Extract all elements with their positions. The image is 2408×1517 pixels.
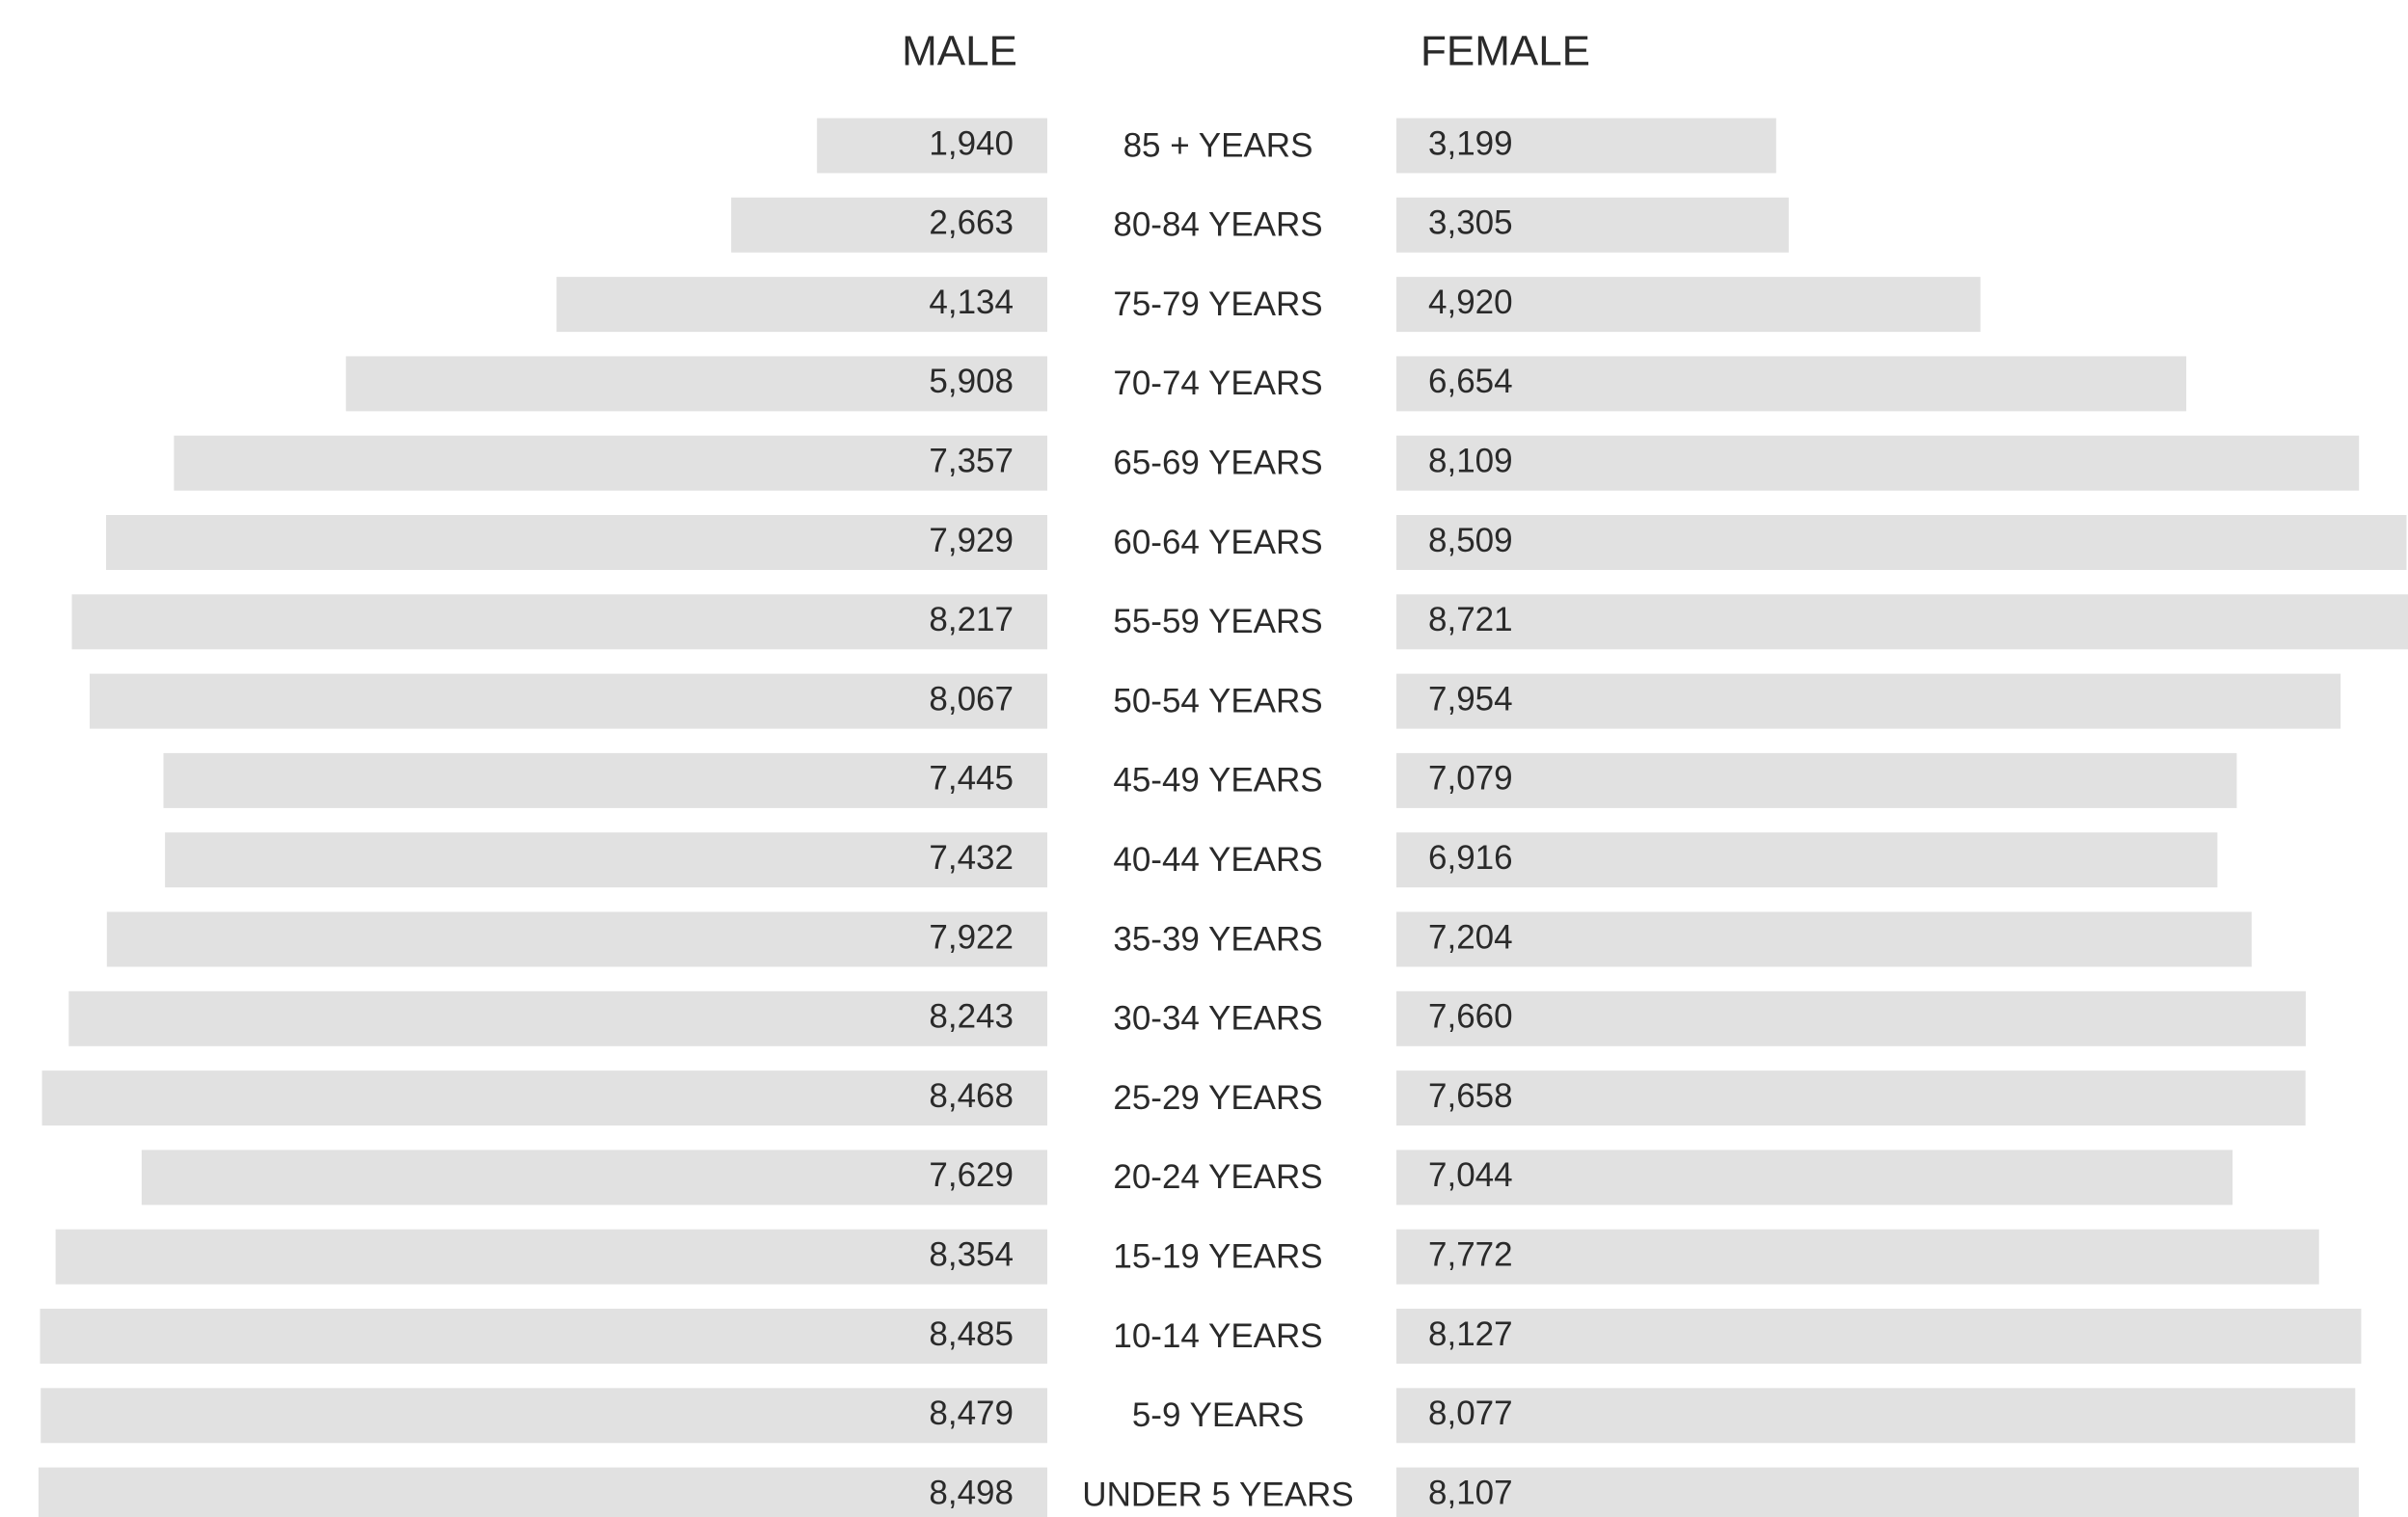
age-label: 65-69 YEARS: [1113, 444, 1322, 481]
age-label: 70-74 YEARS: [1113, 365, 1322, 402]
male-bar: [141, 1150, 1047, 1205]
value-label: 8,509: [1428, 522, 1513, 559]
value-label: 7,079: [1428, 760, 1513, 798]
female-bar: [1396, 1309, 2362, 1364]
female-bar: [1396, 435, 2360, 491]
female-bar: [1396, 277, 1981, 333]
male-bar: [556, 277, 1047, 333]
female-bar: [1396, 1388, 2356, 1444]
female-bar: [1396, 1467, 2359, 1517]
male-header: MALE: [902, 28, 1017, 75]
age-label: 30-34 YEARS: [1113, 1000, 1322, 1038]
value-label: 3,305: [1428, 204, 1513, 242]
age-label: 85 + YEARS: [1123, 126, 1313, 164]
female-bar: [1396, 832, 2218, 888]
value-label: 5,908: [929, 363, 1014, 400]
female-header: FEMALE: [1420, 28, 1590, 75]
male-bar: [165, 832, 1048, 888]
age-label: 15-19 YEARS: [1113, 1237, 1322, 1275]
value-label: 8,067: [929, 680, 1014, 718]
age-label: 55-59 YEARS: [1113, 603, 1322, 640]
age-label: 50-54 YEARS: [1113, 682, 1322, 719]
value-label: 7,629: [929, 1156, 1014, 1194]
value-label: 7,204: [1428, 918, 1513, 956]
female-bar: [1396, 911, 2252, 967]
value-label: 4,920: [1428, 284, 1513, 321]
age-label: 45-49 YEARS: [1113, 762, 1322, 799]
value-label: 8,479: [929, 1395, 1014, 1432]
value-label: 3,199: [1428, 124, 1513, 162]
age-label: 20-24 YEARS: [1113, 1158, 1322, 1196]
value-label: 8,354: [929, 1235, 1014, 1273]
female-bar: [1396, 752, 2237, 808]
value-label: 7,929: [929, 522, 1014, 559]
value-label: 8,721: [1428, 601, 1513, 638]
value-label: 8,243: [929, 998, 1014, 1036]
value-label: 7,432: [929, 839, 1014, 877]
value-label: 6,916: [1428, 839, 1513, 877]
value-label: 7,357: [929, 442, 1014, 479]
male-bar: [41, 1070, 1047, 1126]
female-bar: [1396, 1070, 2306, 1126]
female-bar: [1396, 673, 2341, 729]
male-bar: [55, 1229, 1048, 1285]
age-label: UNDER 5 YEARS: [1082, 1476, 1353, 1513]
age-label: 35-39 YEARS: [1113, 920, 1322, 958]
female-bar: [1396, 118, 1776, 174]
value-label: 6,654: [1428, 363, 1513, 400]
male-bar: [731, 197, 1047, 253]
age-label: 10-14 YEARS: [1113, 1317, 1322, 1355]
value-label: 7,044: [1428, 1156, 1513, 1194]
value-label: 8,109: [1428, 442, 1513, 479]
male-bar: [68, 990, 1048, 1046]
male-bar: [163, 752, 1047, 808]
value-label: 7,772: [1428, 1235, 1513, 1273]
age-label: 5-9 YEARS: [1132, 1396, 1304, 1434]
female-bar: [1396, 594, 2408, 650]
male-bar: [71, 594, 1047, 650]
value-label: 8,107: [1428, 1474, 1513, 1511]
value-label: 7,660: [1428, 998, 1513, 1036]
value-label: 8,127: [1428, 1315, 1513, 1353]
female-bar: [1396, 197, 1789, 253]
female-bar: [1396, 990, 2306, 1046]
value-label: 8,485: [929, 1315, 1014, 1353]
value-label: 8,077: [1428, 1395, 1513, 1432]
male-bar: [40, 1309, 1048, 1364]
value-label: 7,954: [1428, 680, 1513, 718]
male-bar: [345, 356, 1047, 412]
female-bar: [1396, 1150, 2233, 1205]
value-label: 1,940: [929, 124, 1014, 162]
male-bar: [41, 1388, 1047, 1444]
male-bar: [174, 435, 1048, 491]
age-label: 60-64 YEARS: [1113, 524, 1322, 561]
age-label: 25-29 YEARS: [1113, 1079, 1322, 1117]
age-label: 75-79 YEARS: [1113, 285, 1322, 323]
male-bar: [105, 515, 1047, 570]
value-label: 7,658: [1428, 1077, 1513, 1115]
value-label: 7,445: [929, 760, 1014, 798]
value-label: 8,468: [929, 1077, 1014, 1115]
value-label: 8,498: [929, 1474, 1014, 1511]
female-bar: [1396, 1229, 2319, 1285]
age-label: 80-84 YEARS: [1113, 206, 1322, 244]
value-label: 7,922: [929, 918, 1014, 956]
male-bar: [89, 673, 1048, 729]
male-bar: [38, 1467, 1047, 1517]
male-bar: [106, 911, 1047, 967]
female-bar: [1396, 515, 2407, 570]
value-label: 2,663: [929, 204, 1014, 242]
male-bar: [817, 118, 1047, 174]
value-label: 8,217: [929, 601, 1014, 638]
female-bar: [1396, 356, 2187, 412]
age-label: 40-44 YEARS: [1113, 841, 1322, 879]
value-label: 4,134: [929, 284, 1014, 321]
